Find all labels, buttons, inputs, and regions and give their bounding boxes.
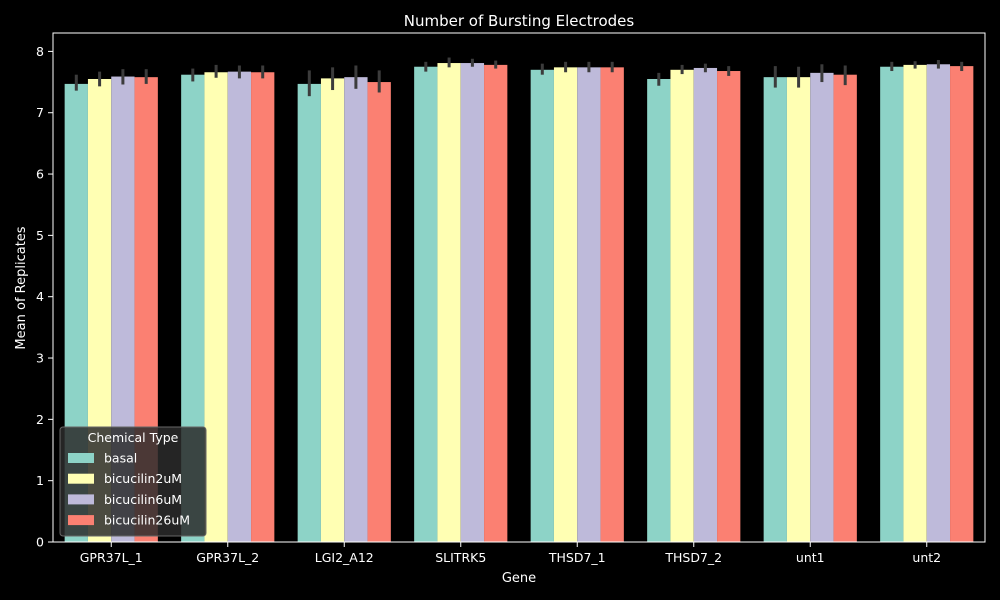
- bar-bicucilin26uM-unt1: [833, 74, 857, 542]
- x-tick-label: THSD7_1: [548, 550, 606, 565]
- bar-bicucilin6uM-unt1: [810, 72, 834, 542]
- bar-bicucilin26uM-LGI2_A12: [367, 82, 391, 542]
- bar-basal-unt1: [763, 77, 787, 542]
- plot-frame: [52, 32, 986, 543]
- bar-basal-THSD7_2: [647, 78, 671, 543]
- y-axis-title: Mean of Replicates: [14, 226, 29, 349]
- legend-items: basal bicucilin2uM bicucilin6uM bicucilin26…: [68, 451, 190, 528]
- legend: Chemical Type basal bicucilin2uM bicucilin…: [59, 426, 207, 537]
- x-axis-title: Gene: [502, 571, 536, 586]
- legend-swatch-bicucilin6uM: [68, 494, 94, 505]
- bar-bicucilin26uM-THSD7_2: [717, 71, 741, 542]
- bar-basal-LGI2_A12: [297, 83, 321, 543]
- legend-label-bicucilin6uM: bicucilin6uM: [104, 492, 182, 507]
- legend-swatch-bicucilin2uM: [68, 473, 94, 484]
- x-tick-label: SLITRK5: [435, 550, 486, 565]
- bar-bicucilin2uM-unt1: [786, 77, 811, 542]
- bar-bicucilin6uM-GPR37L_2: [227, 71, 252, 542]
- y-tick-label: 7: [36, 105, 44, 120]
- bar-bicucilin26uM-SLITRK5: [484, 64, 508, 542]
- legend-swatch-bicucilin26uM: [68, 515, 94, 526]
- y-tick-label: 2: [36, 412, 44, 427]
- bar-bicucilin2uM-SLITRK5: [437, 63, 461, 542]
- legend-label-bicucilin2uM: bicucilin2uM: [104, 471, 182, 486]
- x-tick-label: unt1: [796, 550, 825, 565]
- bars-layer: [64, 63, 974, 543]
- x-axis: GPR37L_1 GPR37L_2 LGI2_A12 SLITRK5 THSD7_1 TH…: [80, 542, 941, 565]
- legend-label-bicucilin26uM: bicucilin26uM: [104, 513, 190, 528]
- y-axis: 0 1 2 3 4 5 6 7 8: [36, 44, 53, 550]
- bar-bicucilin6uM-THSD7_1: [577, 67, 601, 543]
- bar-basal-unt2: [880, 66, 904, 542]
- chart-title: Number of Bursting Electrodes: [404, 12, 635, 30]
- x-tick-label: GPR37L_1: [80, 550, 143, 565]
- error-bars-layer: [74, 57, 964, 97]
- bar-basal-THSD7_1: [530, 69, 554, 543]
- bar-bicucilin2uM-GPR37L_2: [204, 72, 228, 542]
- bar-bicucilin2uM-THSD7_1: [553, 67, 578, 543]
- bar-bicucilin6uM-GPR37L_1: [111, 76, 135, 543]
- x-tick-label: LGI2_A12: [315, 550, 374, 565]
- bar-basal-GPR37L_2: [181, 74, 205, 542]
- bar-bicucilin2uM-GPR37L_1: [87, 78, 112, 543]
- legend-swatch-basal: [68, 453, 94, 463]
- legend-box: [59, 426, 207, 537]
- bar-bicucilin6uM-LGI2_A12: [344, 77, 368, 542]
- bar-bicucilin6uM-SLITRK5: [460, 63, 485, 542]
- bar-bicucilin2uM-LGI2_A12: [320, 78, 345, 542]
- x-tick-label: unt2: [912, 550, 941, 565]
- y-tick-label: 0: [36, 535, 44, 550]
- bar-bicucilin6uM-THSD7_2: [693, 67, 718, 543]
- bar-bicucilin6uM-unt2: [926, 64, 951, 542]
- x-tick-label: THSD7_2: [664, 550, 722, 565]
- y-tick-label: 3: [36, 351, 44, 366]
- y-tick-label: 1: [36, 473, 44, 488]
- y-tick-label: 6: [36, 167, 44, 182]
- bar-bicucilin26uM-THSD7_1: [600, 67, 624, 543]
- x-tick-label: GPR37L_2: [196, 550, 259, 565]
- bar-bicucilin26uM-GPR37L_1: [134, 77, 158, 542]
- y-tick-label: 5: [36, 228, 44, 243]
- y-tick-label: 4: [36, 289, 44, 304]
- bar-bicucilin2uM-unt2: [903, 64, 927, 542]
- bar-bicucilin2uM-THSD7_2: [670, 69, 694, 543]
- legend-title: Chemical Type: [88, 430, 179, 445]
- bar-bicucilin26uM-unt2: [950, 66, 974, 542]
- bar-basal-SLITRK5: [414, 66, 438, 542]
- bar-bicucilin26uM-GPR37L_2: [251, 72, 275, 542]
- legend-label-basal: basal: [104, 451, 137, 466]
- y-tick-label: 8: [36, 44, 44, 59]
